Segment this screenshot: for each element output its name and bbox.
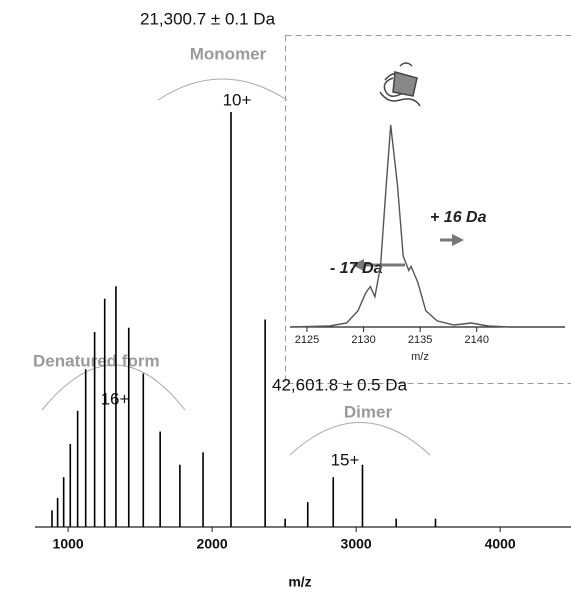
annotation: Dimer [344, 402, 393, 421]
x-tick-label: 2140 [464, 334, 488, 346]
x-tick-label: 2135 [408, 334, 432, 346]
arrow-head [352, 259, 364, 271]
annotation: 15+ [331, 450, 360, 469]
x-tick-label: 4000 [485, 536, 516, 552]
x-tick-label: 3000 [341, 536, 372, 552]
arc [289, 422, 431, 456]
x-tick-label: 2130 [351, 334, 375, 346]
annotation: 21,300.7 ± 0.1 Da [140, 9, 276, 28]
x-axis-label: m/z [411, 351, 429, 363]
x-tick-label: 2000 [197, 536, 228, 552]
arc [157, 78, 288, 101]
arc [41, 364, 186, 411]
arrow-head [452, 234, 464, 246]
annotation: Monomer [190, 44, 267, 63]
annotation: - 17 Da [330, 260, 383, 277]
x-tick-label: 1000 [53, 536, 84, 552]
annotation: Denatured form [33, 351, 160, 370]
annotation: 16+ [101, 389, 130, 408]
spectrum-line [289, 124, 565, 328]
x-axis-label: m/z [288, 574, 311, 590]
inset-frame [285, 35, 571, 384]
annotation: 10+ [223, 90, 252, 109]
x-tick-label: 2125 [295, 334, 319, 346]
protein-icon [379, 62, 421, 107]
annotation: + 16 Da [430, 209, 487, 226]
annotation: 42,601.8 ± 0.5 Da [272, 375, 408, 394]
